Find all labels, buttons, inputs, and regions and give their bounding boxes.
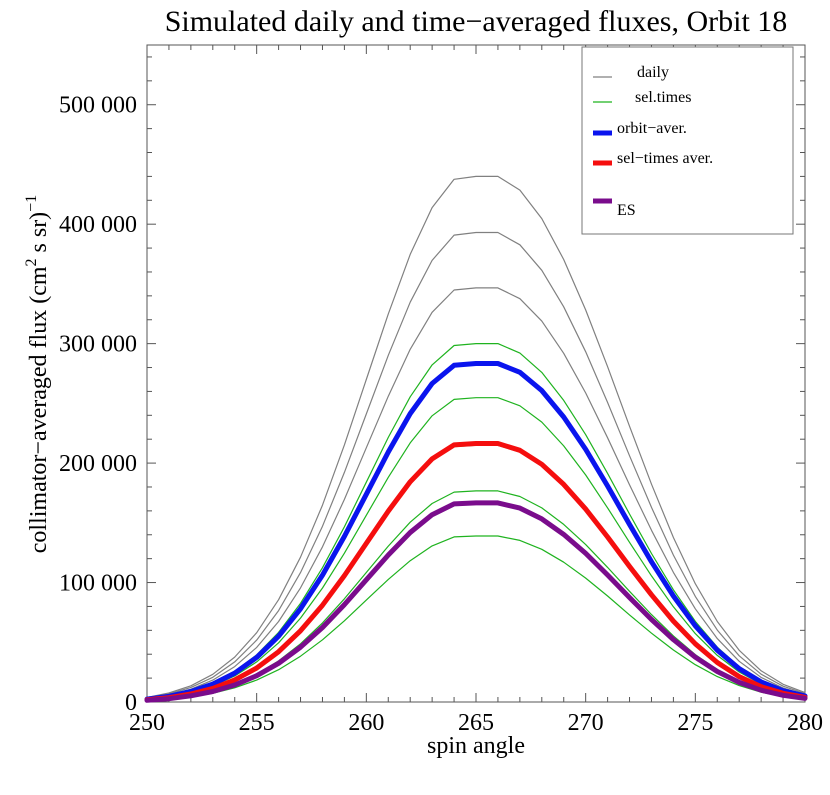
- y-tick-label: 400 000: [59, 212, 137, 238]
- legend-label-sel: sel.times: [635, 89, 691, 106]
- x-tick-label: 265: [458, 710, 494, 736]
- series-line-es-10: [144, 500, 808, 703]
- legend-box: [581, 46, 794, 235]
- y-axis-tick-labels: 0 100 000 200 000 300 000 400 000 500 000: [59, 93, 137, 716]
- y-axis-label-sup2: 2: [23, 258, 40, 266]
- legend-label-es: ES: [617, 202, 636, 219]
- series-lines: [144, 175, 808, 703]
- legend-label-orbit: orbit−aver.: [617, 120, 687, 137]
- y-tick-label: 0: [125, 690, 137, 716]
- series-line-orbit-8: [144, 361, 808, 702]
- y-axis-label: collimator−averaged flux (cm2 s sr)−1: [23, 195, 52, 553]
- series-line-daily-2: [146, 287, 806, 700]
- x-tick-label: 255: [239, 710, 275, 736]
- legend: daily sel.times orbit−aver. sel−times aver.…: [581, 46, 794, 235]
- y-tick-label: 100 000: [59, 571, 137, 597]
- x-tick-label: 275: [677, 710, 713, 736]
- x-tick-label: 270: [568, 710, 604, 736]
- y-tick-label: 300 000: [59, 332, 137, 358]
- legend-label-seltimes: sel−times aver.: [617, 150, 713, 167]
- legend-label-daily: daily: [637, 64, 669, 81]
- x-tick-label: 280: [787, 710, 823, 736]
- x-axis-label: spin angle: [427, 733, 525, 759]
- y-axis-label-supm1: −1: [23, 195, 40, 212]
- series-line-sel-4: [146, 397, 806, 701]
- series-line-daily-0: [146, 175, 806, 699]
- y-axis-label-mid: s sr): [26, 212, 52, 259]
- chart-title: Simulated daily and time−averaged fluxes…: [165, 5, 788, 38]
- series-line-sel-7: [146, 535, 806, 702]
- x-tick-label: 260: [348, 710, 384, 736]
- series-line-daily-1: [146, 231, 806, 699]
- series-line-seltimes-9: [144, 441, 808, 703]
- y-axis-ticks: [147, 56, 805, 703]
- y-axis-label-main: collimator−averaged flux (cm: [26, 266, 52, 553]
- x-axis-tick-labels: 250 255 260 265 270 275 280: [129, 710, 823, 736]
- y-tick-label: 500 000: [59, 93, 137, 119]
- x-tick-label: 250: [129, 710, 165, 736]
- y-tick-label: 200 000: [59, 451, 137, 477]
